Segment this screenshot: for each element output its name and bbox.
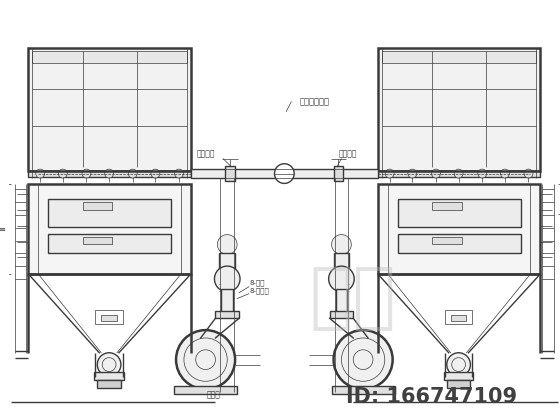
Circle shape bbox=[58, 169, 67, 178]
Bar bbox=[94, 373, 124, 381]
Bar bbox=[221, 289, 233, 313]
Circle shape bbox=[501, 169, 509, 178]
Bar bbox=[444, 373, 473, 381]
Bar bbox=[447, 381, 470, 388]
Bar bbox=[82, 202, 112, 210]
Text: 8-蝠阁
8-气掌岁: 8-蝠阁 8-气掌岁 bbox=[250, 279, 269, 294]
Circle shape bbox=[524, 169, 533, 178]
Circle shape bbox=[274, 164, 294, 184]
Circle shape bbox=[334, 330, 393, 389]
Circle shape bbox=[105, 169, 114, 178]
Bar bbox=[332, 386, 395, 394]
Bar bbox=[398, 199, 521, 227]
Bar bbox=[334, 166, 343, 181]
Bar bbox=[191, 169, 378, 178]
Bar bbox=[32, 52, 187, 63]
Circle shape bbox=[151, 169, 160, 178]
Bar bbox=[378, 184, 540, 274]
Bar bbox=[378, 171, 540, 176]
Bar bbox=[174, 386, 237, 394]
Circle shape bbox=[385, 169, 394, 178]
Bar bbox=[334, 253, 349, 283]
Bar bbox=[398, 234, 521, 253]
Bar bbox=[29, 184, 191, 274]
Text: ≡: ≡ bbox=[0, 225, 4, 234]
Bar bbox=[432, 202, 461, 210]
Circle shape bbox=[128, 169, 137, 178]
Circle shape bbox=[447, 353, 470, 376]
Bar bbox=[382, 52, 536, 63]
Circle shape bbox=[97, 353, 121, 376]
Bar bbox=[29, 171, 191, 176]
Circle shape bbox=[82, 169, 91, 178]
Text: 手操阀阀: 手操阀阀 bbox=[339, 150, 358, 158]
Circle shape bbox=[454, 169, 463, 178]
Bar bbox=[97, 381, 121, 388]
Bar bbox=[451, 315, 466, 321]
Text: 知来: 知来 bbox=[310, 264, 396, 333]
Text: ID: 166747109: ID: 166747109 bbox=[347, 387, 517, 407]
Text: 引风备用风机: 引风备用风机 bbox=[299, 97, 329, 106]
Bar bbox=[432, 236, 461, 244]
Bar bbox=[225, 166, 235, 181]
Circle shape bbox=[175, 169, 184, 178]
Circle shape bbox=[176, 330, 235, 389]
Bar bbox=[378, 47, 540, 171]
Text: 计量斗: 计量斗 bbox=[207, 391, 221, 399]
Circle shape bbox=[478, 169, 487, 178]
Bar bbox=[95, 310, 123, 324]
Circle shape bbox=[432, 169, 440, 178]
Circle shape bbox=[214, 266, 240, 292]
Bar bbox=[48, 234, 171, 253]
Text: 手操阀阀: 手操阀阀 bbox=[197, 150, 215, 158]
Circle shape bbox=[408, 169, 417, 178]
Circle shape bbox=[36, 169, 45, 178]
Bar bbox=[220, 253, 235, 283]
Bar bbox=[445, 310, 473, 324]
Circle shape bbox=[329, 266, 354, 292]
Bar bbox=[330, 311, 353, 318]
Bar bbox=[29, 47, 191, 171]
Circle shape bbox=[332, 235, 351, 254]
Bar bbox=[48, 199, 171, 227]
Bar bbox=[82, 236, 112, 244]
Bar bbox=[216, 311, 239, 318]
Circle shape bbox=[217, 235, 237, 254]
Bar bbox=[335, 289, 347, 313]
Bar bbox=[101, 315, 117, 321]
